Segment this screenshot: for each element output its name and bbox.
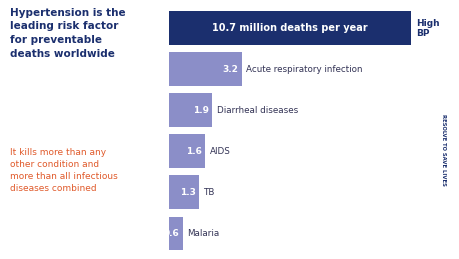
Text: RESOLVE TO SAVE LIVES: RESOLVE TO SAVE LIVES: [440, 114, 445, 186]
Text: 10.7 million deaths per year: 10.7 million deaths per year: [212, 23, 367, 33]
Text: 3.2: 3.2: [222, 65, 238, 74]
Text: 1.3: 1.3: [179, 188, 195, 197]
Text: 0.6: 0.6: [163, 229, 179, 238]
Bar: [169, 134, 205, 168]
Bar: [169, 176, 198, 209]
Text: TB: TB: [203, 188, 214, 197]
Text: AIDS: AIDS: [210, 147, 230, 156]
Bar: [169, 93, 212, 127]
Bar: [169, 53, 241, 86]
Text: High
BP: High BP: [415, 19, 439, 38]
Text: 1.6: 1.6: [186, 147, 202, 156]
Text: Acute respiratory infection: Acute respiratory infection: [246, 65, 362, 74]
Bar: [169, 217, 182, 250]
Text: 1.9: 1.9: [193, 106, 209, 115]
Text: Diarrheal diseases: Diarrheal diseases: [217, 106, 297, 115]
Text: It kills more than any
other condition and
more than all infectious
diseases com: It kills more than any other condition a…: [10, 148, 118, 193]
Text: Hypertension is the
leading risk factor
for preventable
deaths worldwide: Hypertension is the leading risk factor …: [10, 8, 125, 59]
Bar: [169, 11, 410, 45]
Text: Malaria: Malaria: [187, 229, 219, 238]
